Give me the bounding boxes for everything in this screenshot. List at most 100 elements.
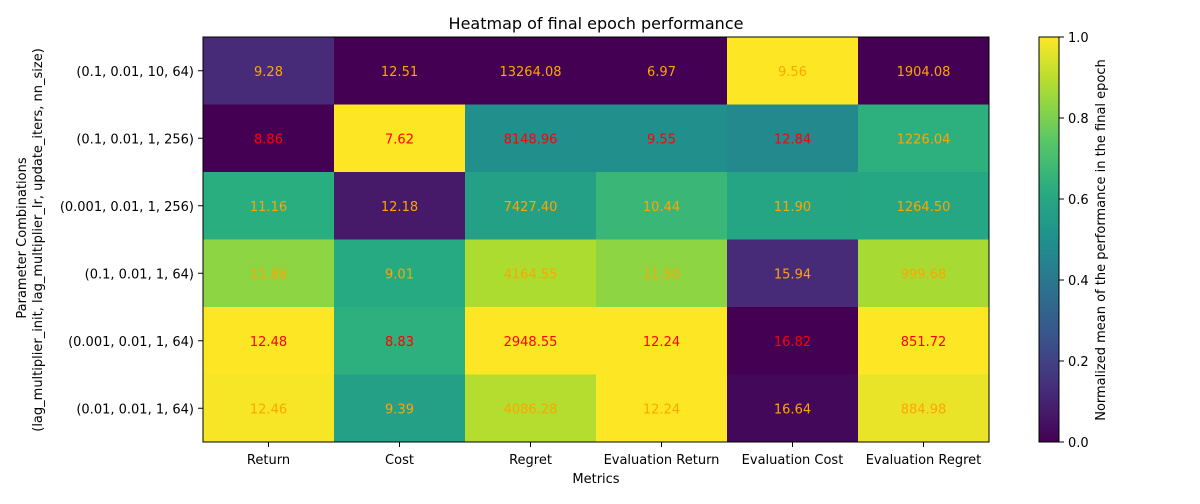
heatmap-cell <box>596 374 728 443</box>
cell-value-label: 8148.96 <box>504 132 558 147</box>
y-tick-label: (0.001, 0.01, 1, 64) <box>68 335 194 350</box>
cell-value-label: 12.24 <box>643 335 680 350</box>
cell-value-label: 12.51 <box>381 65 418 80</box>
heatmap-cell <box>203 172 335 240</box>
cell-value-label: 1264.50 <box>897 200 951 215</box>
y-tick-label: (0.1, 0.01, 1, 256) <box>76 132 194 147</box>
cell-value-label: 6.97 <box>647 65 676 80</box>
heatmap-cell <box>334 104 466 173</box>
cell-value-label: 8.86 <box>254 132 283 147</box>
heatmap-cell <box>203 104 335 173</box>
colorbar-gradient <box>1038 36 1060 443</box>
colorbar-tick-label: 0.6 <box>1068 193 1089 208</box>
cell-value-label: 13264.08 <box>499 65 561 80</box>
x-tick-label: Cost <box>385 453 414 468</box>
x-tick-label: Evaluation Cost <box>742 453 844 468</box>
cell-value-label: 11.50 <box>643 267 680 282</box>
heatmap-cell <box>465 307 597 375</box>
heatmap-cell <box>465 172 597 240</box>
cell-value-label: 7427.40 <box>504 200 558 215</box>
cell-value-label: 11.86 <box>250 267 287 282</box>
heatmap-cell <box>596 104 728 173</box>
heatmap-cell <box>858 37 990 105</box>
cell-value-label: 16.64 <box>774 402 811 417</box>
heatmap-cell <box>465 104 597 173</box>
x-tick-label: Evaluation Regret <box>866 453 982 468</box>
heatmap-cell <box>727 172 859 240</box>
heatmap-cell <box>858 374 990 443</box>
heatmap-cell <box>727 307 859 375</box>
y-tick-label: (0.001, 0.01, 1, 256) <box>60 200 194 215</box>
colorbar-tick-label: 0.4 <box>1068 274 1089 289</box>
heatmap-cell <box>858 104 990 173</box>
cell-value-label: 10.44 <box>643 200 680 215</box>
cell-value-label: 1226.04 <box>897 132 951 147</box>
heatmap-cell <box>465 37 597 105</box>
cell-value-label: 4086.28 <box>504 402 558 417</box>
heatmap-cell <box>727 374 859 443</box>
cell-value-label: 2948.55 <box>504 335 558 350</box>
cell-value-label: 9.01 <box>385 267 414 282</box>
colorbar-tick-label: 1.0 <box>1068 31 1089 46</box>
plot-frame <box>202 36 990 443</box>
heatmap-cell <box>596 37 728 105</box>
cell-value-label: 4164.55 <box>504 267 558 282</box>
heatmap-cell <box>334 239 466 308</box>
cell-value-label: 16.82 <box>774 335 811 350</box>
y-tick-label: (0.1, 0.01, 1, 64) <box>85 267 194 282</box>
cell-value-label: 8.83 <box>385 335 414 350</box>
cell-value-label: 9.39 <box>385 402 414 417</box>
heatmap-cell <box>596 307 728 375</box>
cell-value-label: 7.62 <box>385 132 414 147</box>
cell-value-label: 12.46 <box>250 402 287 417</box>
chart-title: Heatmap of final epoch performance <box>449 14 744 33</box>
cell-value-label: 999.68 <box>901 267 947 282</box>
heatmap-cell <box>203 374 335 443</box>
heatmap-cell <box>727 239 859 308</box>
heatmap-cell <box>596 172 728 240</box>
heatmap-cell <box>465 374 597 443</box>
heatmap-cell <box>858 307 990 375</box>
colorbar-tick-label: 0.8 <box>1068 112 1089 127</box>
cell-value-label: 12.84 <box>774 132 811 147</box>
heatmap-cell <box>727 37 859 105</box>
colorbar-label: Normalized mean of the performance in th… <box>1094 59 1109 421</box>
heatmap-cell <box>334 37 466 105</box>
y-axis-label-line2: (lag_multiplier_init, lag_multiplier_lr,… <box>31 48 46 432</box>
heatmap-cell <box>727 104 859 173</box>
cell-value-label: 15.94 <box>774 267 811 282</box>
y-tick-label: (0.01, 0.01, 1, 64) <box>76 402 194 417</box>
heatmap-cell-labels: 9.28 12.51 13264.08 6.97 9.56 1904.08 8.86 7.62… <box>250 65 950 418</box>
cell-value-label: 1904.08 <box>897 65 951 80</box>
x-tick-label: Return <box>247 453 290 468</box>
heatmap-cell <box>596 239 728 308</box>
heatmap-cell <box>203 307 335 375</box>
colorbar-tick-label: 0.2 <box>1068 355 1089 370</box>
colorbar-tick-label: 0.0 <box>1068 436 1089 451</box>
y-axis: (0.1, 0.01, 10, 64) (0.1, 0.01, 1, 256) (0… <box>60 65 203 417</box>
heatmap-cell <box>334 307 466 375</box>
y-tick-label: (0.1, 0.01, 10, 64) <box>76 65 194 80</box>
cell-value-label: 9.55 <box>647 132 676 147</box>
heatmap-cell <box>465 239 597 308</box>
x-axis: Return Cost Regret Evaluation Return Evaluat… <box>247 442 981 468</box>
cell-value-label: 9.28 <box>254 65 283 80</box>
x-tick-label: Regret <box>509 453 552 468</box>
cell-value-label: 9.56 <box>778 65 807 80</box>
cell-value-label: 12.18 <box>381 200 418 215</box>
cell-value-label: 11.90 <box>774 200 811 215</box>
heatmap-cell <box>203 37 335 105</box>
cell-value-label: 884.98 <box>901 402 947 417</box>
cell-value-label: 12.48 <box>250 335 287 350</box>
heatmap-cell <box>334 172 466 240</box>
heatmap-cell <box>203 239 335 308</box>
heatmap-cell <box>334 374 466 443</box>
x-axis-label: Metrics <box>572 472 619 487</box>
heatmap-cells <box>202 36 990 443</box>
cell-value-label: 12.24 <box>643 402 680 417</box>
x-tick-label: Evaluation Return <box>604 453 720 468</box>
cell-value-label: 851.72 <box>901 335 947 350</box>
cell-value-label: 11.16 <box>250 200 287 215</box>
